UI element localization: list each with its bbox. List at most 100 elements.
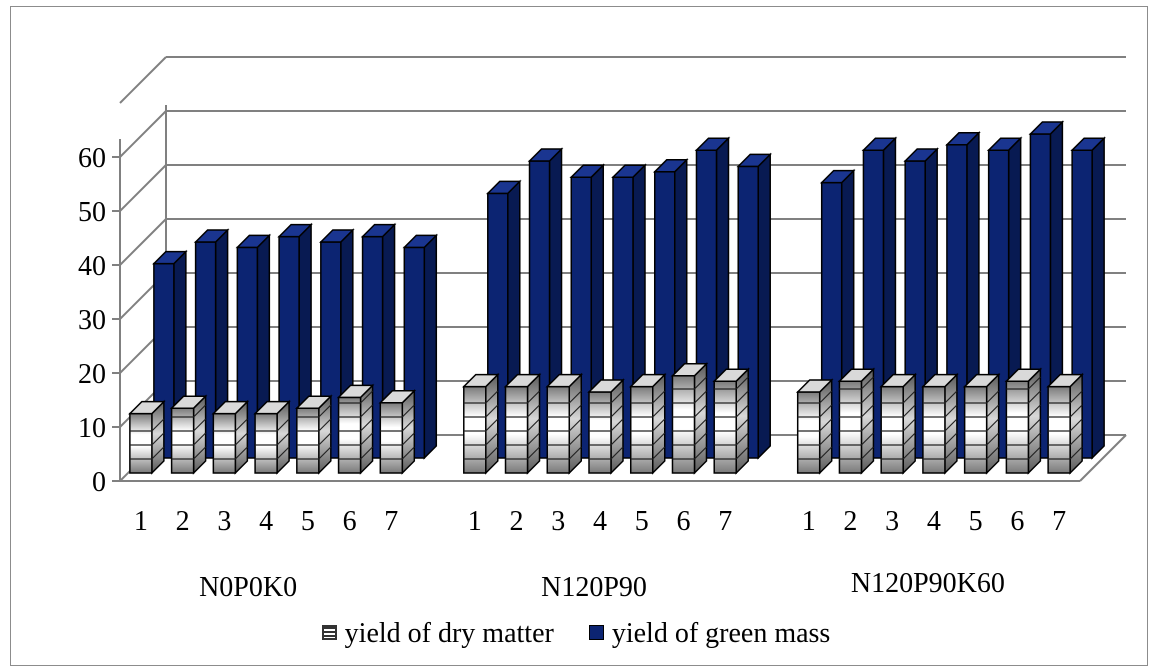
dry-matter-bar-band-side <box>1027 390 1041 404</box>
dry-matter-bar-band-side <box>610 418 624 432</box>
dry-matter-bar-band-side <box>694 376 707 390</box>
green-mass-bar-side <box>423 233 438 460</box>
dry-matter-bar-band-side <box>944 432 958 446</box>
dry-matter-bar <box>461 372 500 475</box>
dry-matter-bar-band-side <box>1069 404 1083 418</box>
green-mass-bar-top <box>861 137 898 151</box>
x-tick-label: 1 <box>134 506 148 537</box>
dry-matter-bar-band-side <box>360 432 373 446</box>
dry-matter-bar-band-side <box>694 418 707 432</box>
gridline-side <box>119 110 167 158</box>
dry-matter-bar-band-side <box>193 404 207 418</box>
green-mass-bar-top <box>986 137 1023 151</box>
dry-matter-bar-band-side <box>694 404 707 418</box>
dry-matter-bar <box>587 378 625 475</box>
dry-matter-bar-band-side <box>318 432 332 446</box>
dry-matter-bar-band-side <box>527 432 540 446</box>
dry-matter-bar-band-side <box>819 418 833 432</box>
dry-matter-bar-band-side <box>276 418 290 432</box>
dry-matter-bar-front <box>1047 385 1071 474</box>
dry-matter-bar-band-side <box>485 446 499 460</box>
dry-matter-bar-band-side <box>610 404 624 418</box>
x-tick-label: 3 <box>885 506 899 537</box>
dry-matter-bars <box>128 361 1084 475</box>
y-tick-label: 10 <box>78 413 106 444</box>
dry-matter-bar-band-side <box>610 446 624 460</box>
dry-matter-bar-band-side <box>861 376 874 390</box>
green-mass-bar-top <box>485 180 522 195</box>
dry-matter-bar-top <box>295 395 333 409</box>
dry-matter-bar-top <box>545 373 584 388</box>
green-mass-bar-top <box>235 234 272 249</box>
dry-matter-bar-band-side <box>819 404 833 418</box>
dry-matter-bar-top <box>670 363 709 377</box>
dry-matter-bar-front <box>922 385 946 474</box>
dry-matter-bar <box>211 399 250 475</box>
dry-matter-bar-top <box>921 373 959 388</box>
dry-matter-bar-front <box>129 412 153 474</box>
dry-matter-bar-top <box>879 373 917 388</box>
dry-matter-bar <box>712 367 751 475</box>
dry-matter-bar-top <box>378 390 417 404</box>
dry-matter-bar-front <box>379 402 404 474</box>
dry-matter-bar-front <box>588 391 612 474</box>
x-tick-label: 7 <box>1052 506 1066 537</box>
dry-matter-bar-band-side <box>652 432 666 446</box>
x-tick-label: 4 <box>259 506 273 537</box>
dry-matter-bar-band-side <box>944 404 958 418</box>
dry-matter-bar-band-side <box>986 432 1000 446</box>
x-tick-label: 2 <box>510 506 524 537</box>
dry-matter-bar-top <box>211 400 250 415</box>
dry-matter-bar-top <box>837 368 876 382</box>
dry-matter-bar-side <box>651 372 666 475</box>
dry-matter-bar-front <box>504 385 529 474</box>
dry-matter-bar <box>628 372 667 475</box>
dry-matter-bar-band-side <box>735 390 749 404</box>
dry-matter-bar-band-side <box>861 418 874 432</box>
dry-matter-bar-front <box>463 385 487 474</box>
dry-matter-bar-front <box>963 385 988 474</box>
dry-matter-bar-band-side <box>234 432 248 446</box>
green-mass-bar-side <box>757 152 771 460</box>
dry-matter-bar-band-side <box>944 390 958 404</box>
green-mass-bar-top <box>1070 137 1106 151</box>
green-mass-bar-side <box>1091 136 1105 460</box>
dry-matter-bar-band-side <box>902 418 916 432</box>
dry-matter-bar-band-side <box>193 418 207 432</box>
dry-matter-bar-band-side <box>568 432 582 446</box>
dry-matter-bar-band-side <box>735 404 749 418</box>
dry-matter-bar-band-side <box>360 446 373 460</box>
dry-matter-bar-band-side <box>527 418 540 432</box>
dry-matter-bar-band-side <box>861 446 874 460</box>
dry-matter-bar <box>962 372 1001 475</box>
dry-matter-bar-band-side <box>568 390 582 404</box>
dry-matter-bar-side <box>1069 372 1083 475</box>
dry-matter-bar-band-side <box>1027 432 1041 446</box>
x-tick-label: 2 <box>843 506 857 537</box>
dry-matter-bar <box>1004 367 1043 475</box>
green-mass-bar-top <box>903 148 939 162</box>
x-tick-label: 5 <box>301 506 315 537</box>
dry-matter-bar-front <box>629 385 654 474</box>
green-mass-bar-top <box>569 164 606 178</box>
dry-matter-bar-band-side <box>652 390 666 404</box>
dry-matter-bar <box>837 367 876 475</box>
x-tick-label: 5 <box>969 506 983 537</box>
dry-matter-bar-band-side <box>360 390 373 404</box>
dry-matter-bar <box>1046 372 1084 475</box>
dry-matter-bar-top <box>962 373 1001 388</box>
legend-item-green-mass: yield of green mass <box>588 618 830 650</box>
x-tick-label: 5 <box>635 506 649 537</box>
dry-matter-bar-band-side <box>652 404 666 418</box>
dry-matter-bar-band-side <box>234 446 248 460</box>
green-mass-bar-top <box>277 223 313 238</box>
dry-matter-bar <box>879 372 917 475</box>
dry-matter-bar-top <box>336 384 375 399</box>
dry-matter-bar-band-side <box>401 418 415 432</box>
x-tick-label: 6 <box>676 506 690 537</box>
dry-matter-bar-band-side <box>610 432 624 446</box>
dry-matter-bar-band-side <box>1069 418 1083 432</box>
dry-matter-bar-band-side <box>485 432 499 446</box>
dry-matter-bar <box>336 383 375 475</box>
